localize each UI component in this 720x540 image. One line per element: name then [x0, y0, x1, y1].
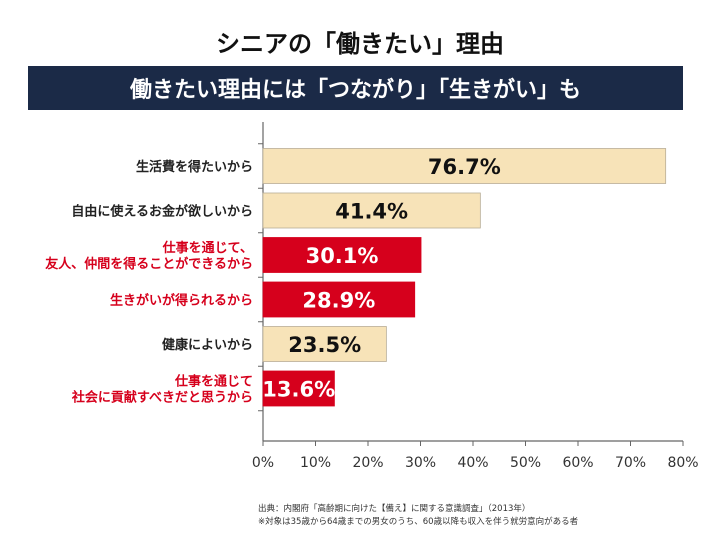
bar	[262, 192, 481, 229]
source-note: 出典：内閣府「高齢期に向けた【備え】に関する意識調査」（2013年） ※対象は3…	[258, 503, 578, 529]
x-tick-label: 30%	[405, 455, 436, 471]
x-tick-label: 40%	[457, 455, 488, 471]
category-label: 生活費を得たいから	[136, 159, 253, 175]
data-label: 13.6%	[262, 378, 335, 402]
bar	[262, 281, 416, 318]
data-label: 41.4%	[335, 200, 408, 224]
bar	[262, 370, 335, 407]
source-footnote: ※対象は35歳から64歳までの男女のうち、60歳以降も収入を伴う就労意向がある者	[258, 517, 579, 527]
category-label: 健康によいから	[162, 337, 253, 353]
x-tick-label: 80%	[667, 455, 698, 471]
x-tick-label: 50%	[510, 455, 541, 471]
category-label: 自由に使えるお金が欲しいから	[71, 204, 253, 220]
x-tick-label: 20%	[352, 455, 383, 471]
data-label: 30.1%	[306, 244, 379, 268]
bar	[262, 148, 667, 184]
bar	[262, 326, 387, 362]
page-title: シニアの「働きたい」理由	[216, 30, 504, 58]
category-label: 仕事を通じて社会に貢献すべきだと思うから	[71, 374, 253, 406]
headline-banner: 働きたい理由には「つながり」「生きがい」も	[28, 66, 683, 110]
x-tick-label: 10%	[300, 455, 331, 471]
x-tick-label: 60%	[562, 455, 593, 471]
banner-text: 働きたい理由には「つながり」「生きがい」も	[129, 78, 581, 103]
category-label: 生きがいが得られるから	[110, 293, 253, 309]
source-line: 出典：内閣府「高齢期に向けた【備え】に関する意識調査」（2013年）	[258, 504, 531, 514]
data-label: 23.5%	[288, 333, 361, 357]
category-label: 仕事を通じて、友人、仲間を得ることができるから	[45, 240, 253, 272]
data-label: 28.9%	[302, 289, 375, 313]
data-label: 76.7%	[428, 155, 501, 179]
x-tick-label: 70%	[615, 455, 646, 471]
bar	[262, 237, 422, 273]
x-tick-label: 0%	[252, 455, 274, 471]
